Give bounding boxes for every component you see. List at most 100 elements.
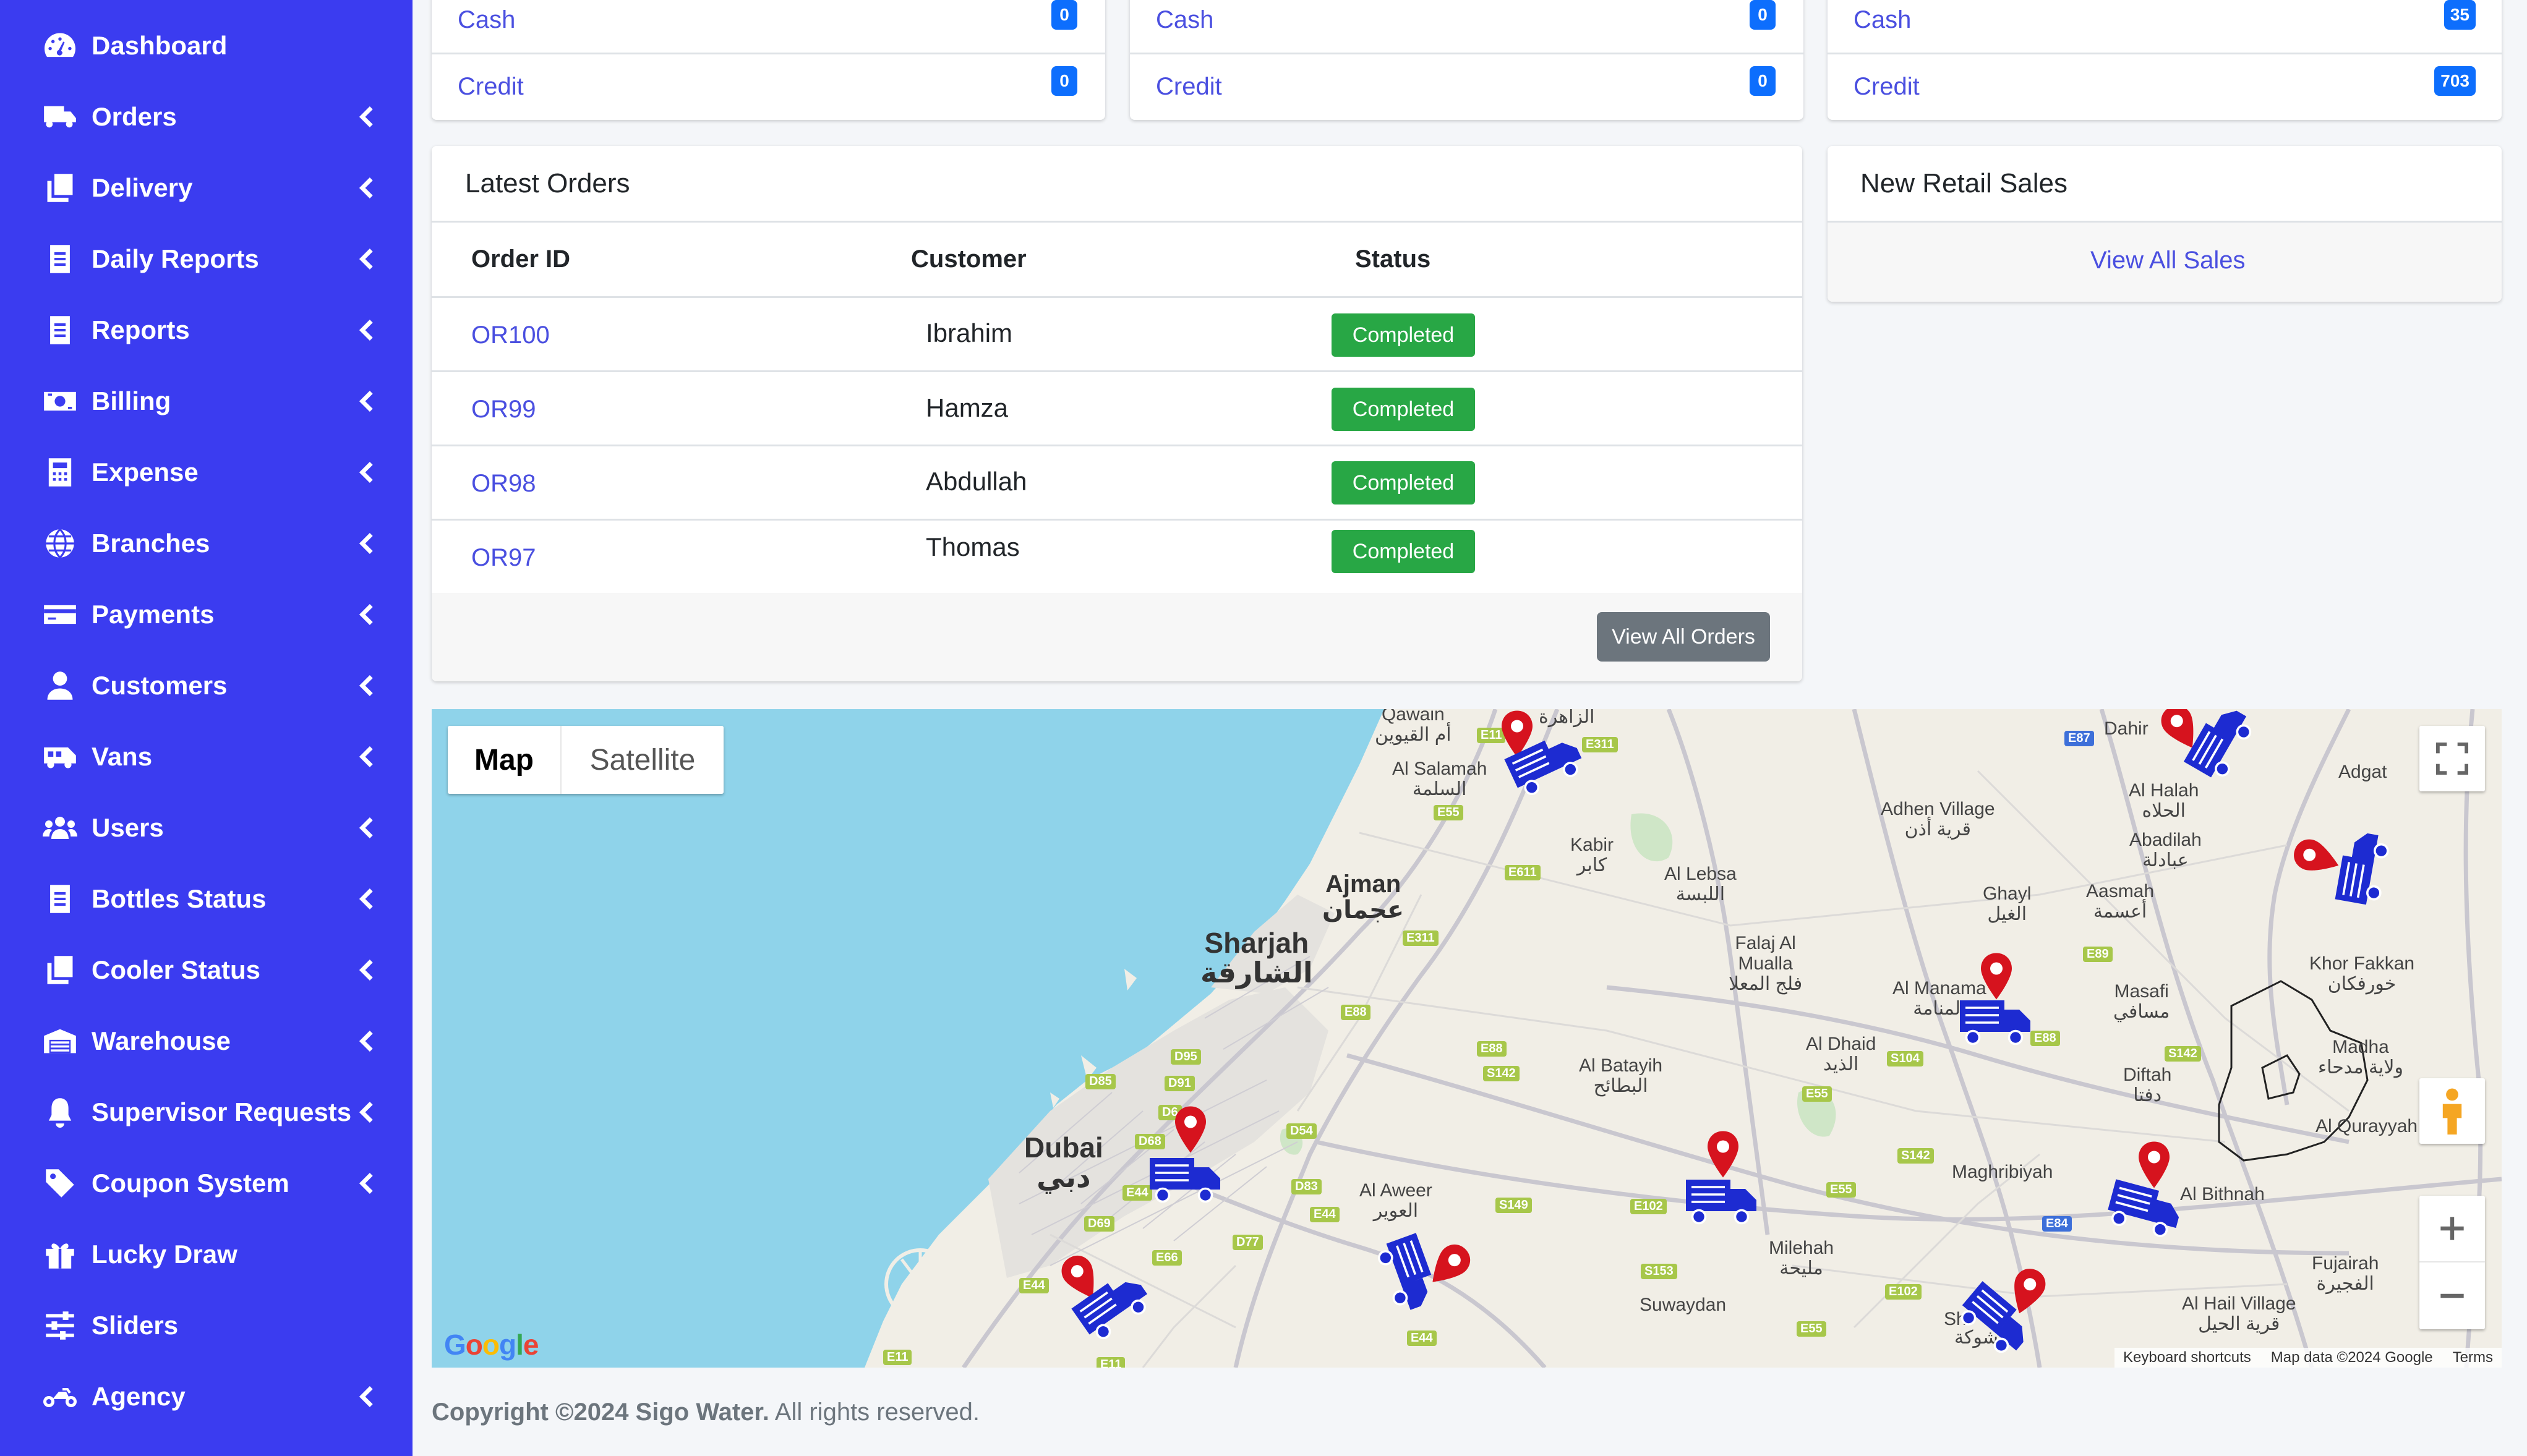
sidebar-item-label: Orders bbox=[92, 102, 177, 131]
document-icon bbox=[41, 242, 79, 276]
sidebar-item-sliders[interactable]: Sliders bbox=[0, 1292, 413, 1360]
sidebar-item-bottles-status[interactable]: Bottles Status bbox=[0, 865, 413, 933]
sidebar-item-payments[interactable]: Payments bbox=[0, 581, 413, 649]
customer-name: Thomas bbox=[926, 532, 1020, 561]
google-letter: o bbox=[465, 1329, 483, 1361]
sidebar-item-cooler-status[interactable]: Cooler Status bbox=[0, 936, 413, 1004]
order-id-link[interactable]: OR97 bbox=[471, 544, 536, 571]
summary-label: Cash bbox=[1854, 6, 1912, 33]
location-marker-icon[interactable] bbox=[2152, 709, 2209, 759]
sidebar-item-orders[interactable]: Orders bbox=[0, 83, 413, 151]
road-shield: D6 bbox=[1158, 1105, 1182, 1120]
google-letter: l bbox=[516, 1329, 524, 1361]
summary-row-cash[interactable]: Cash 35 bbox=[1828, 0, 2502, 58]
sidebar-item-expense[interactable]: Expense bbox=[0, 438, 413, 506]
view-all-orders-button[interactable]: View All Orders bbox=[1597, 612, 1770, 662]
order-id-link[interactable]: OR100 bbox=[471, 321, 550, 349]
delivery-truck-icon[interactable] bbox=[2329, 827, 2393, 909]
copy-icon bbox=[41, 171, 79, 205]
place-label: شوكة bbox=[1954, 1327, 1999, 1348]
street-view-button[interactable] bbox=[2419, 1078, 2485, 1144]
view-all-sales-link[interactable]: View All Sales bbox=[2090, 247, 2246, 274]
map-type-map-button[interactable]: Map bbox=[448, 726, 562, 794]
order-id-link[interactable]: OR99 bbox=[471, 396, 536, 423]
delivery-truck-icon[interactable] bbox=[1500, 724, 1589, 803]
delivery-truck-icon[interactable] bbox=[2178, 709, 2260, 786]
keyboard-shortcuts-link[interactable]: Keyboard shortcuts bbox=[2123, 1349, 2251, 1366]
city-name: Ajman bbox=[1325, 871, 1401, 898]
google-letter: G bbox=[444, 1329, 466, 1361]
place-label: Madha ولاية مدحاء bbox=[2318, 1037, 2403, 1078]
location-marker-icon[interactable] bbox=[2287, 832, 2346, 883]
summary-row-cash[interactable]: Cash 0 bbox=[432, 0, 1105, 58]
sidebar-item-warehouse[interactable]: Warehouse bbox=[0, 1007, 413, 1075]
place-label: Aasmah أعسمة bbox=[2086, 881, 2154, 922]
road-shield: E44 bbox=[1019, 1278, 1049, 1293]
chevron-left-icon bbox=[357, 106, 376, 127]
status-badge: Completed bbox=[1332, 388, 1475, 431]
sidebar-item-delivery[interactable]: Delivery bbox=[0, 154, 413, 222]
location-marker-icon[interactable] bbox=[1172, 1105, 1209, 1154]
order-id-link[interactable]: OR98 bbox=[471, 470, 536, 497]
sidebar-item-lucky-draw[interactable]: Lucky Draw bbox=[0, 1220, 413, 1288]
google-letter: e bbox=[523, 1329, 539, 1361]
sidebar-item-customers[interactable]: Customers bbox=[0, 652, 413, 720]
location-marker-icon[interactable] bbox=[1499, 709, 1536, 759]
sidebar-item-reports[interactable]: Reports bbox=[0, 296, 413, 364]
summary-row-credit[interactable]: Credit 0 bbox=[432, 54, 1105, 120]
sidebar-item-coupon-system[interactable]: Coupon System bbox=[0, 1149, 413, 1217]
sidebar-item-dashboard[interactable]: Dashboard bbox=[0, 12, 413, 80]
summary-row-cash[interactable]: Cash 0 bbox=[1130, 0, 1803, 58]
delivery-truck-icon[interactable] bbox=[1951, 1275, 2042, 1363]
delivery-truck-icon[interactable] bbox=[1958, 995, 2032, 1047]
place-label: Adgat bbox=[2338, 762, 2387, 782]
road-shield: E102 bbox=[1630, 1199, 1667, 1214]
divider bbox=[1828, 221, 2502, 223]
delivery-truck-icon[interactable] bbox=[1684, 1174, 1758, 1226]
sidebar-item-branches[interactable]: Branches bbox=[0, 509, 413, 577]
place-name-ar: دفتا bbox=[2133, 1085, 2162, 1105]
place-name-ar: اللبسة bbox=[1675, 884, 1725, 905]
sidebar-item-billing[interactable]: Billing bbox=[0, 367, 413, 435]
delivery-truck-icon[interactable] bbox=[2102, 1173, 2187, 1243]
terms-link[interactable]: Terms bbox=[2452, 1349, 2493, 1366]
summary-label: Credit bbox=[1156, 73, 1222, 100]
location-marker-icon[interactable] bbox=[1704, 1130, 1742, 1179]
delivery-truck-icon[interactable] bbox=[1148, 1152, 1222, 1204]
summary-card-2: Cash 0 Credit 0 bbox=[1130, 0, 1803, 120]
fullscreen-icon bbox=[2436, 743, 2468, 775]
tag-icon bbox=[41, 1167, 79, 1200]
summary-row-credit[interactable]: Credit 703 bbox=[1828, 54, 2502, 120]
chevron-left-icon bbox=[357, 746, 376, 767]
location-marker-icon[interactable] bbox=[2001, 1262, 2053, 1321]
zoom-in-button[interactable] bbox=[2419, 1196, 2485, 1262]
sidebar-item-label: Branches bbox=[92, 529, 210, 558]
place-name: Kabir bbox=[1570, 835, 1614, 855]
sidebar-item-agency[interactable]: Agency bbox=[0, 1363, 413, 1431]
sidebar-item-daily-reports[interactable]: Daily Reports bbox=[0, 225, 413, 293]
road-shield: E44 bbox=[1407, 1330, 1437, 1346]
location-marker-icon[interactable] bbox=[1053, 1247, 1110, 1308]
fullscreen-button[interactable] bbox=[2419, 726, 2485, 791]
place-name-ar: مليحة bbox=[1779, 1258, 1823, 1279]
sidebar-item-label: Bottles Status bbox=[92, 884, 267, 913]
sidebar-item-vans[interactable]: Vans bbox=[0, 723, 413, 791]
location-marker-icon[interactable] bbox=[1978, 952, 2015, 1001]
sidebar-item-supervisor-requests[interactable]: Supervisor Requests bbox=[0, 1078, 413, 1146]
card-footer bbox=[1828, 223, 2502, 302]
map-canvas bbox=[865, 709, 2502, 1368]
map-type-satellite-button[interactable]: Satellite bbox=[589, 743, 696, 777]
sidebar-item-users[interactable]: Users bbox=[0, 794, 413, 862]
delivery-truck-icon[interactable] bbox=[1067, 1262, 1157, 1348]
city-label: Ajman عجمان bbox=[1322, 871, 1404, 923]
road-shield: E11 bbox=[883, 1350, 912, 1365]
sidebar-item-label: Users bbox=[92, 813, 164, 842]
delivery-map[interactable]: Map Satellite Qawain أم القيوين الزاهرة A… bbox=[432, 709, 2502, 1368]
location-marker-icon[interactable] bbox=[2136, 1140, 2173, 1190]
summary-row-credit[interactable]: Credit 0 bbox=[1130, 54, 1803, 120]
place-label: Abadilah عبادلة bbox=[2129, 830, 2202, 871]
zoom-out-button[interactable] bbox=[2419, 1262, 2485, 1329]
location-marker-icon[interactable] bbox=[1419, 1235, 1480, 1296]
sliders-icon bbox=[41, 1309, 79, 1342]
delivery-truck-icon[interactable] bbox=[1372, 1229, 1446, 1316]
